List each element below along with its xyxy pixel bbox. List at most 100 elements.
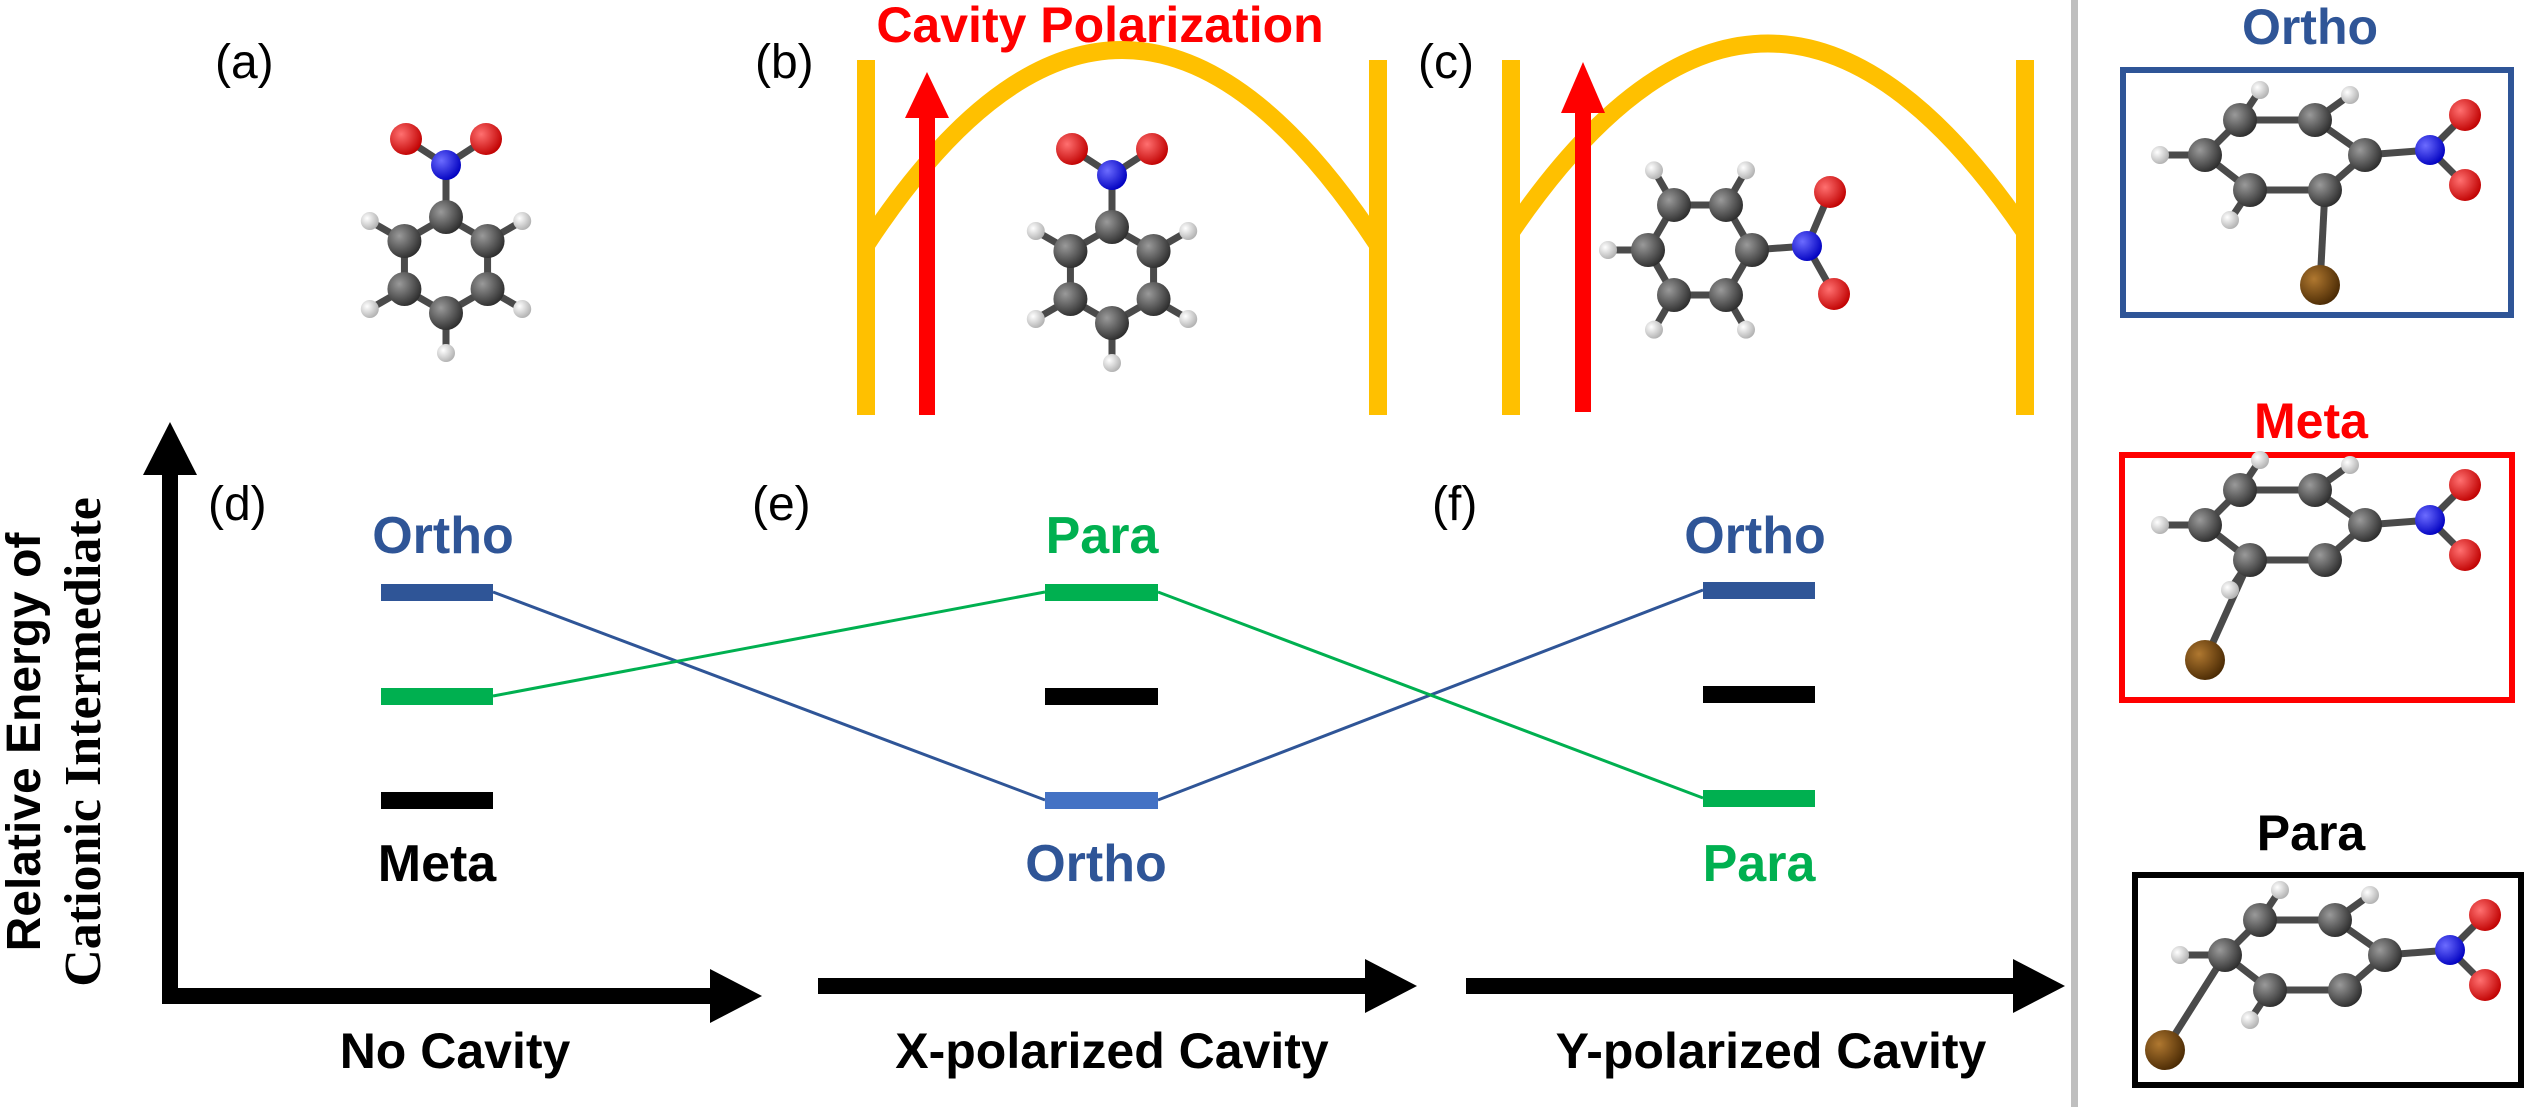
- nitrobenzene-molecule-a: [360, 123, 532, 362]
- level-meta-f: [1703, 686, 1815, 703]
- level-para-f: [1703, 790, 1815, 807]
- oxygen-atom: [1818, 278, 1850, 310]
- hydrogen-atom: [1179, 222, 1198, 240]
- level-ortho-d: [381, 584, 493, 601]
- side-box-para: [2132, 872, 2524, 1088]
- hydrogen-atom: [360, 300, 379, 318]
- oxygen-atom: [2469, 969, 2501, 1001]
- hydrogen-atom: [1026, 310, 1045, 328]
- x-label-x-polarized: X-polarized Cavity: [895, 1023, 1329, 1079]
- panel-label-c: (c): [1418, 36, 1474, 89]
- panel-label-f: (f): [1432, 478, 1477, 531]
- label-para-f: Para: [1703, 835, 1817, 893]
- carbon-atom: [2188, 138, 2222, 172]
- carbon-atom: [1709, 187, 1743, 222]
- carbon-atom: [2318, 903, 2352, 937]
- oxygen-atom: [2469, 899, 2501, 931]
- polarization-arrow-head: [1561, 62, 1605, 113]
- hydrogen-atom: [2341, 456, 2359, 474]
- level-para-d: [381, 688, 493, 705]
- carbon-atom: [429, 296, 463, 330]
- cavity-x-polarized: [857, 41, 1387, 415]
- hydrogen-atom: [513, 300, 532, 318]
- y-axis-label-line2: Cationic Intermediate: [55, 497, 112, 987]
- carbon-atom: [1631, 233, 1665, 267]
- level-para-e: [1045, 584, 1158, 601]
- bromine-atom: [2185, 640, 2225, 680]
- carbon-atom: [1657, 278, 1691, 313]
- label-ortho-e: Ortho: [1025, 835, 1167, 893]
- para-intermediate-molecule: [2145, 881, 2501, 1070]
- carbon-atom: [2243, 903, 2277, 937]
- nitrogen-atom: [2415, 135, 2445, 165]
- meta-intermediate-molecule: [2151, 451, 2481, 680]
- side-title-ortho: Ortho: [2242, 0, 2378, 55]
- energy-axis: [143, 422, 2065, 1023]
- hydrogen-atom: [1026, 222, 1045, 240]
- nitrogen-atom: [2435, 935, 2465, 965]
- x-label-no-cavity: No Cavity: [340, 1023, 571, 1079]
- carbon-atom: [429, 200, 463, 234]
- nitrogen-atom: [1792, 231, 1822, 261]
- oxygen-atom: [2449, 169, 2481, 201]
- oxygen-atom: [1136, 133, 1168, 165]
- label-para-e: Para: [1046, 507, 1160, 565]
- nitrobenzene-molecule-b: [1026, 133, 1198, 372]
- carbon-atom: [2348, 138, 2382, 172]
- level-ortho-e: [1045, 792, 1158, 809]
- carbon-atom: [2308, 173, 2342, 207]
- panel-label-d: (d): [208, 478, 267, 531]
- y-axis-label-line1: Relative Energy of: [0, 532, 51, 952]
- hydrogen-atom: [1737, 320, 1755, 339]
- side-box-meta: [2119, 452, 2515, 703]
- carbon-atom: [2328, 973, 2362, 1007]
- hydrogen-atom: [2361, 886, 2379, 904]
- ortho-intermediate-molecule: [2151, 81, 2481, 305]
- polarization-arrow-head: [905, 72, 949, 118]
- carbon-atom: [2223, 103, 2257, 137]
- carbon-atom: [2298, 103, 2332, 137]
- oxygen-atom: [390, 123, 422, 155]
- nitrobenzene-molecule-c: [1599, 161, 1850, 339]
- connector-para-e-f: [1157, 590, 1704, 800]
- bromine-atom: [2145, 1030, 2185, 1070]
- nitrogen-atom: [1097, 160, 1127, 190]
- hydrogen-atom: [1645, 320, 1663, 339]
- connector-ortho-d-e: [492, 590, 1046, 802]
- side-title-para: Para: [2257, 805, 2367, 861]
- hydrogen-atom: [1645, 161, 1663, 180]
- hydrogen-atom: [437, 344, 455, 362]
- divider-line: [2071, 0, 2078, 1107]
- oxygen-atom: [1814, 176, 1846, 208]
- cavity-mode-wave: [858, 41, 1386, 250]
- energy-axis-arrowhead: [143, 422, 197, 475]
- carbon-atom: [2308, 543, 2342, 577]
- carbon-atom: [470, 224, 505, 258]
- carbon-atom: [1136, 282, 1171, 316]
- oxygen-atom: [2449, 539, 2481, 571]
- hydrogen-atom: [2251, 451, 2269, 469]
- side-title-meta: Meta: [2254, 393, 2369, 449]
- carbon-atom: [387, 272, 422, 306]
- side-box-ortho: [2120, 67, 2514, 318]
- carbon-atom: [1709, 278, 1743, 313]
- hydrogen-atom: [1103, 354, 1121, 372]
- level-meta-e: [1045, 688, 1158, 705]
- carbon-atom: [2368, 938, 2402, 972]
- carbon-atom: [1657, 187, 1691, 222]
- hydrogen-atom: [1179, 310, 1198, 328]
- x-axis-arrowhead-1: [710, 969, 762, 1023]
- label-meta-d: Meta: [378, 835, 498, 893]
- oxygen-atom: [470, 123, 502, 155]
- oxygen-atom: [2449, 99, 2481, 131]
- label-ortho-f: Ortho: [1684, 507, 1826, 565]
- hydrogen-atom: [1737, 161, 1755, 180]
- hydrogen-atom: [2221, 211, 2239, 229]
- panel-label-a: (a): [215, 36, 274, 89]
- label-ortho-d: Ortho: [372, 507, 514, 565]
- oxygen-atom: [1056, 133, 1088, 165]
- carbon-atom: [1053, 282, 1088, 316]
- carbon-atom: [387, 224, 422, 258]
- connector-para-d-e: [492, 590, 1046, 698]
